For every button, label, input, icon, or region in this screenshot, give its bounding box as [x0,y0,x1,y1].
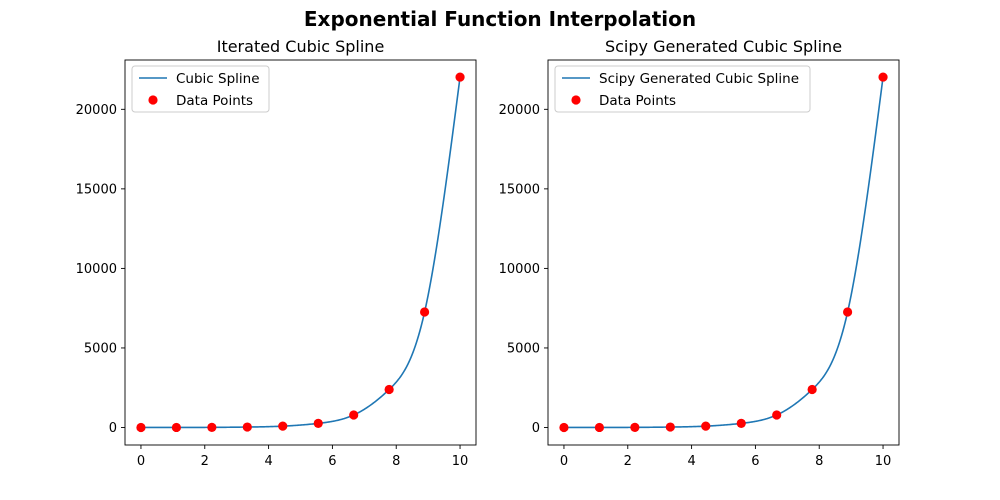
x-tick-label: 0 [137,454,145,469]
legend-label: Cubic Spline [176,71,260,87]
data-point [455,72,465,82]
y-tick-label: 10000 [76,262,117,277]
figure-title: Exponential Function Interpolation [304,7,696,31]
data-point [171,422,182,433]
y-tick-label: 5000 [507,341,540,356]
data-point [701,421,711,431]
data-point [594,422,605,433]
legend-marker-swatch [148,95,158,105]
data-point [807,384,817,395]
subplot-left: Iterated Cubic Spline 0 2 4 6 8 10 0 5000 10000 1… [76,37,477,469]
axes-frame [124,59,477,446]
legend-marker-swatch [571,95,581,105]
x-tick-label: 6 [328,454,336,469]
data-point [313,418,323,428]
legend-label: Data Points [599,93,676,109]
legend-label: Data Points [176,93,253,109]
legend: Scipy Generated Cubic Spline Data Points [554,65,811,113]
x-tick-label: 4 [264,454,272,469]
y-tick-label: 20000 [499,103,540,118]
legend-box [554,65,811,113]
data-point [772,410,782,420]
y-tick-label: 15000 [76,182,117,197]
data-point [349,410,359,420]
data-point [736,418,746,428]
y-tick-label: 20000 [76,103,117,118]
y-tick-label: 10000 [499,262,540,277]
subplot-title: Iterated Cubic Spline [217,37,385,56]
data-point [136,422,146,433]
x-tick-label: 8 [815,454,823,469]
data-point [630,422,640,432]
legend: Cubic Spline Data Points [131,65,270,113]
x-tick-label: 6 [751,454,759,469]
subplot-title: Scipy Generated Cubic Spline [605,37,842,56]
subplot-right: Scipy Generated Cubic Spline 0 2 4 6 8 10 0 500… [499,37,900,469]
data-point [419,307,430,317]
spline-line [563,76,884,429]
y-tick-label: 15000 [499,182,540,197]
data-point [665,422,675,432]
x-tick-label: 4 [687,454,695,469]
data-point [384,384,394,395]
legend-label: Scipy Generated Cubic Spline [599,71,799,87]
x-tick-label: 2 [201,454,209,469]
x-tick-label: 10 [452,454,469,469]
data-point [278,421,288,431]
data-point [559,422,569,433]
data-point [842,307,853,317]
x-tick-label: 2 [624,454,632,469]
data-point [207,422,217,432]
data-point [878,72,888,82]
y-tick-label: 0 [109,421,117,436]
y-tick-label: 0 [532,421,540,436]
x-tick-label: 8 [392,454,400,469]
axes-frame [547,59,900,446]
y-tick-label: 5000 [84,341,117,356]
spline-line [140,76,461,429]
x-tick-label: 10 [875,454,892,469]
data-point [242,422,252,432]
x-tick-label: 0 [560,454,568,469]
